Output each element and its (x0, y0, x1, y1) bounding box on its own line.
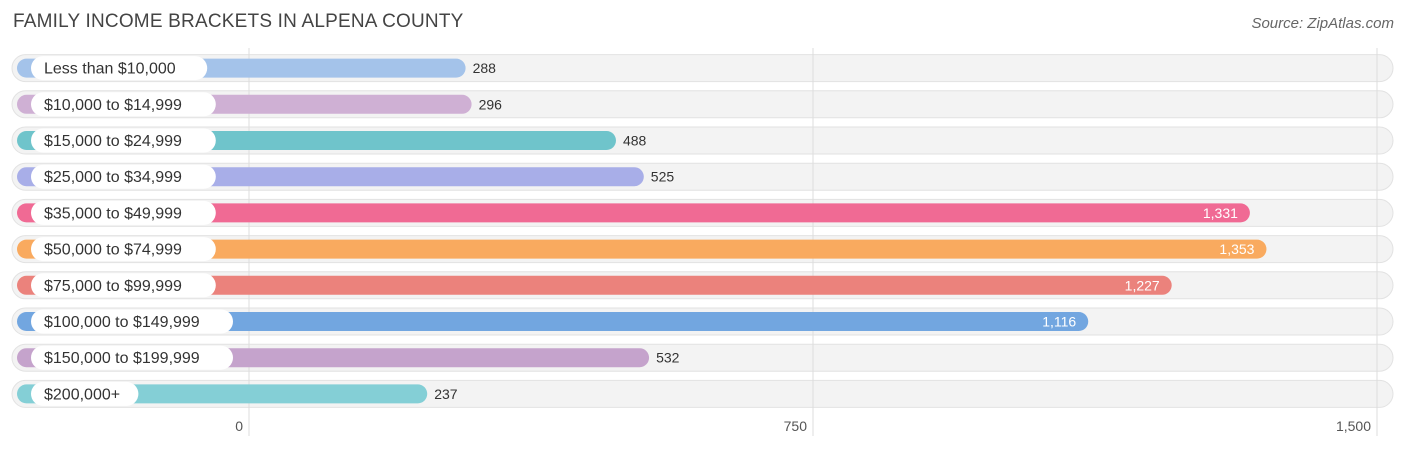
value-label: 1,116 (1042, 314, 1076, 330)
category-label: $150,000 to $199,999 (44, 350, 200, 367)
value-label: 1,353 (1219, 241, 1254, 257)
category-label: $15,000 to $24,999 (44, 133, 182, 150)
category-pill (31, 128, 216, 153)
category-label: $50,000 to $74,999 (44, 242, 182, 259)
category-pill (31, 164, 216, 189)
x-tick-label: 1,500 (1336, 418, 1371, 434)
value-label: 296 (479, 96, 503, 112)
value-label: 525 (651, 169, 675, 185)
bar (17, 312, 1089, 331)
value-label: 488 (623, 133, 647, 149)
value-label: 1,227 (1125, 277, 1160, 293)
category-label: Less than $10,000 (44, 61, 176, 78)
source-label: Source: ZipAtlas.com (1251, 15, 1394, 32)
category-pill (31, 381, 139, 406)
category-label: $75,000 to $99,999 (44, 278, 182, 295)
bar (17, 239, 1267, 259)
x-tick-label: 750 (784, 418, 808, 434)
category-pill (31, 273, 216, 298)
x-tick-label: 0 (235, 418, 243, 434)
category-pill (31, 237, 216, 262)
value-label: 532 (656, 350, 680, 366)
value-label: 1,331 (1203, 205, 1238, 221)
category-label: $25,000 to $34,999 (44, 169, 182, 186)
bar (17, 275, 1172, 295)
value-label: 237 (434, 386, 458, 402)
category-label: $10,000 to $14,999 (44, 97, 182, 114)
category-pill (31, 56, 208, 81)
category-pill (31, 309, 233, 334)
value-label: 288 (473, 60, 497, 76)
category-pill (31, 345, 233, 370)
category-label: $200,000+ (44, 386, 120, 403)
category-label: $35,000 to $49,999 (44, 205, 182, 222)
category-label: $100,000 to $149,999 (44, 314, 200, 331)
category-pill (31, 92, 216, 117)
chart-title: FAMILY INCOME BRACKETS IN ALPENA COUNTY (13, 11, 464, 32)
bar (17, 203, 1250, 223)
category-pill (31, 200, 216, 225)
